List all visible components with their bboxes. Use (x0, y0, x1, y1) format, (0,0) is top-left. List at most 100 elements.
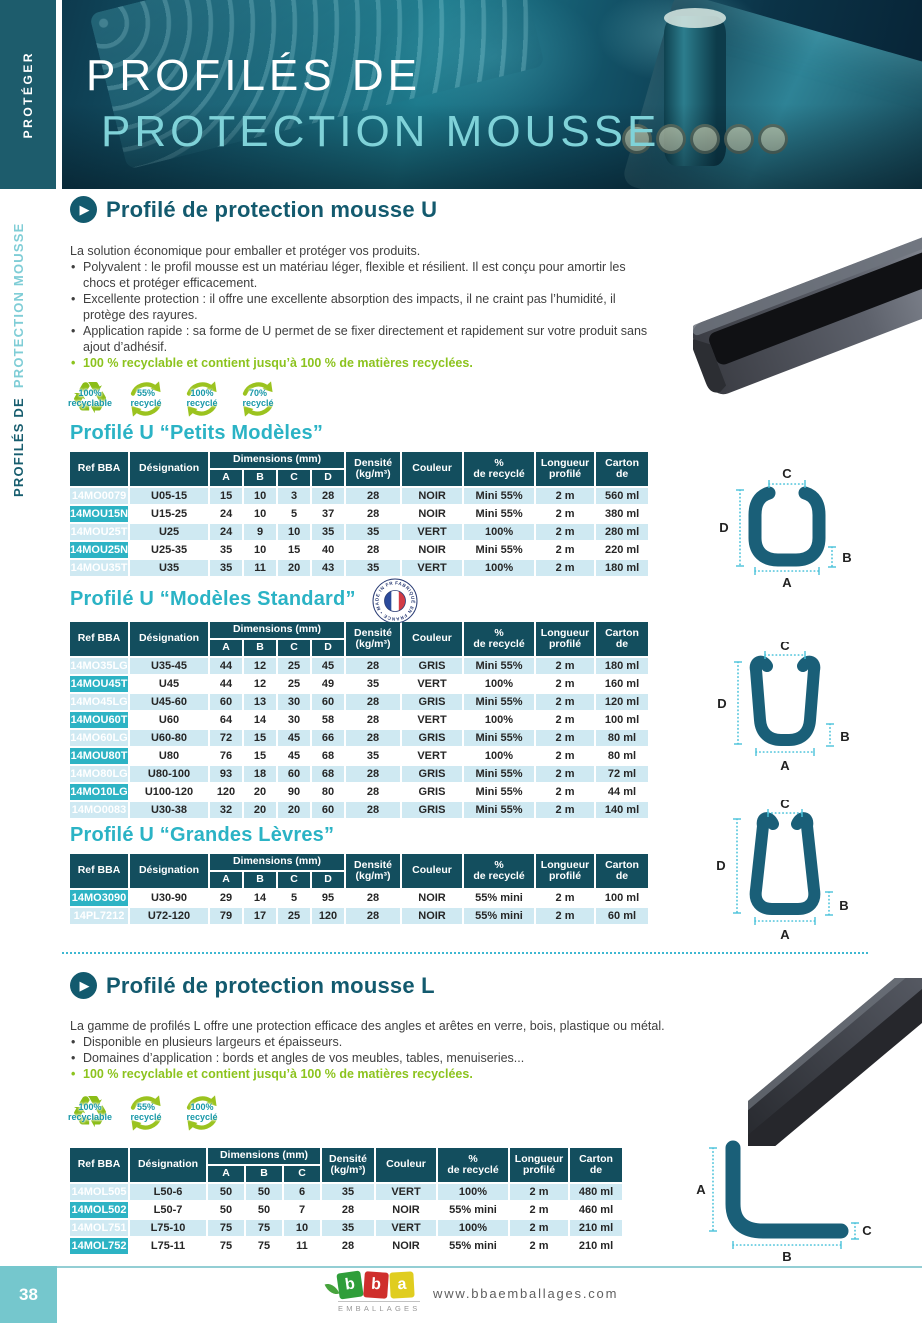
logo-subtitle: EMBALLAGES (338, 1301, 420, 1313)
badge-100-recyclable: ♻ 100% recyclable (66, 376, 114, 422)
ref-cell: 14MO0083 (70, 802, 128, 818)
section-u-bullets: Polyvalent : le profil mousse est un mat… (70, 259, 655, 371)
dim-label-b: B (782, 1249, 791, 1264)
table-cell: GRIS (402, 784, 462, 800)
table-row: 14MOU80T U80 76 15 45 68 35 VERT 100% 2 m 80 ml (70, 748, 648, 764)
table-row: 14MO80LG U80-100 93 18 60 68 28 GRIS Mini 55% 2 m… (70, 766, 648, 782)
ref-cell: 14MO10LG (70, 784, 128, 800)
table-cell: 24 (210, 506, 243, 522)
ref-cell: 14MOL505 (70, 1184, 128, 1200)
ref-cell: 14MOU25T (70, 524, 129, 540)
table-cell: 5 (278, 506, 311, 522)
section-u-title: ▶ Profilé de protection mousse U (70, 196, 437, 223)
bullet-item: Domaines d’application : bords et angles… (70, 1050, 730, 1066)
table-cell: 2 m (536, 890, 594, 906)
table-cell: 120 (210, 784, 242, 800)
column-header-densite: Densité (kg/m³) (346, 452, 401, 486)
recycling-badges-u: ♻ 100% recyclable 55% recyclé 100% recyclé (66, 376, 282, 422)
table-cell: 25 (278, 908, 310, 924)
table-cell: 15 (244, 748, 276, 764)
column-header-longueur: Longueur profilé (510, 1148, 568, 1182)
column-header-dim: A (210, 640, 242, 656)
table-cell: 28 (346, 784, 400, 800)
table-cell: 140 ml (596, 802, 648, 818)
table-cell: 35 (322, 1184, 374, 1200)
table-petits-modeles: Ref BBA Désignation Dimensions (mm) Densité… (68, 450, 650, 578)
table-cell: 10 (278, 524, 311, 540)
made-in-france-stamp-icon: FABRIQUÉ EN FRANCE • MADE IN FRANCE • (370, 574, 418, 624)
table-cell: NOIR (402, 908, 462, 924)
website-link[interactable]: www.bbaemballages.com (433, 1286, 619, 1301)
arrow-glyph: ▶ (79, 977, 90, 993)
column-header-carton: Carton de (596, 622, 648, 656)
column-header-designation: Désignation (130, 1148, 206, 1182)
l-profile-photo (748, 978, 922, 1146)
table-cell: 76 (210, 748, 242, 764)
badge-word: recyclable (67, 398, 113, 408)
header-shade (62, 0, 922, 189)
column-header-dimensions: Dimensions (mm) (210, 452, 345, 468)
dim-label-a: A (782, 575, 792, 590)
ref-cell: 14MOU60T (70, 712, 128, 728)
table-row: 14MO3090 U30-90 29 14 5 95 28 NOIR 55% mini 2 m 10… (70, 890, 648, 906)
table-cell: 66 (312, 730, 344, 746)
column-header-longueur: Longueur profilé (536, 622, 594, 656)
table-grandes-levres: Ref BBA Désignation Dimensions (mm) Densité… (68, 852, 650, 926)
u-profile-photo (693, 228, 922, 395)
table-cell: Mini 55% (464, 694, 534, 710)
table-cell: Mini 55% (464, 658, 534, 674)
table-cell: 28 (312, 488, 345, 504)
column-header-couleur: Couleur (402, 854, 462, 888)
column-header-densite: Densité (kg/m³) (346, 622, 400, 656)
ref-cell: 14MOU25N (70, 542, 129, 558)
table-cell: NOIR (402, 506, 463, 522)
table-cell: GRIS (402, 658, 462, 674)
table-cell: 100% (464, 524, 535, 540)
table-cell: 180 ml (596, 560, 649, 576)
side-vertical-label: PROFILÉS DE PROTECTION MOUSSE (5, 195, 31, 525)
table-cell: 100% (464, 748, 534, 764)
badge-word: recyclé (130, 1112, 162, 1122)
column-header-dimensions: Dimensions (mm) (210, 622, 344, 638)
table-cell: 2 m (536, 694, 594, 710)
table-cell: U45-60 (130, 694, 208, 710)
badge-100-recycle: 100% recyclé (178, 1090, 226, 1136)
l-profile-diagram: A B C (696, 1140, 872, 1264)
ref-cell: 14MOU35T (70, 560, 129, 576)
table-cell: U80 (130, 748, 208, 764)
column-header-designation: Désignation (130, 854, 208, 888)
badge-70-recycle: 70% recyclé (234, 376, 282, 422)
table-cell: 35 (346, 676, 400, 692)
column-header-dim: D (312, 470, 345, 486)
ref-cell: 14MO60LG (70, 730, 128, 746)
section-u-heading: Profilé de protection mousse U (106, 196, 438, 222)
u-grandes-levres-profile-diagram: C D B A (716, 800, 848, 942)
table-cell: L75-11 (130, 1238, 206, 1254)
table-row: 14MOL751 L75-10 75 75 10 35 VERT 100% 2 m 210 ml (70, 1220, 622, 1236)
table-cell: 55% mini (464, 908, 534, 924)
badge-55-recycle: 55% recyclé (122, 1090, 170, 1136)
table-cell: 10 (244, 542, 277, 558)
column-header-dim: C (278, 640, 310, 656)
table-cell: VERT (402, 748, 462, 764)
arrow-circle-icon: ▶ (70, 196, 97, 223)
table-cell: VERT (376, 1220, 436, 1236)
table-cell: 80 ml (596, 730, 648, 746)
table-profiles-l: Ref BBA Désignation Dimensions (mm) Densité… (68, 1146, 624, 1256)
table-cell: NOIR (376, 1202, 436, 1218)
table-cell: NOIR (402, 890, 462, 906)
table-title-grandes-levres: Profilé U “Grandes Lèvres” (70, 824, 335, 846)
table-cell: 20 (278, 560, 311, 576)
table-cell: U45 (130, 676, 208, 692)
table-cell: Mini 55% (464, 784, 534, 800)
side-label-light: PROTECTION MOUSSE (10, 222, 26, 389)
section-l-title: ▶ Profilé de protection mousse L (70, 972, 435, 999)
table-cell: 12 (244, 676, 276, 692)
circular-arrows-icon (130, 381, 162, 417)
table-row: 14MOU15N U15-25 24 10 5 37 28 NOIR Mini 55% 2 m 38… (70, 506, 649, 522)
table-cell: 2 m (536, 730, 594, 746)
page-title-line1: PROFILÉS DE (86, 51, 421, 100)
ref-cell: 14MOL502 (70, 1202, 128, 1218)
table-cell: 2 m (536, 748, 594, 764)
column-header-designation: Désignation (130, 622, 208, 656)
